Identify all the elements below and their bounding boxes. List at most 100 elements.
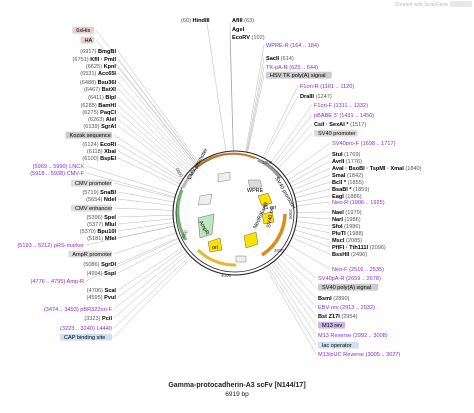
site-name: EagI <box>332 194 344 200</box>
site-name: BstXI <box>102 87 117 93</box>
site-coord: (6488) <box>80 80 96 86</box>
label-eagi: EagI (1886) <box>332 194 362 200</box>
site-coord: (164 .. 184) <box>290 43 319 49</box>
feature-box <box>318 321 346 329</box>
leader-line <box>117 58 198 164</box>
enzyme-label: (4994) SspI <box>86 271 116 277</box>
feature-name: M13 rev <box>322 323 342 329</box>
site-coord: (5193 .. 5212) <box>17 243 52 249</box>
label-ecorv: EcoRV (102) <box>232 35 265 41</box>
label-msci: MscI (2085) <box>332 238 362 244</box>
primer-label: (5918 .. 5938) CMV-F <box>30 171 84 177</box>
site-coord: (1842) <box>347 173 363 179</box>
site-coord: (3323) <box>84 316 100 322</box>
site-coord: (1247) <box>316 94 332 100</box>
leader-line <box>291 237 331 255</box>
site-coord: (2516 .. 2535) <box>349 267 384 273</box>
feature-box <box>71 179 112 187</box>
label-bsmi: BsmI (2890) <box>318 296 350 302</box>
feature-arc-scfv <box>194 152 256 169</box>
label-bstxi: (6467) BstXI <box>84 87 116 93</box>
label-nari: NarI (1986) <box>332 217 361 223</box>
leader-line <box>117 104 190 172</box>
label-f1ori-r: F1ori-R (1101 .. 1120) <box>300 84 354 90</box>
primer-label: (5969 .. 5990) LNCX <box>33 164 85 170</box>
leader-line <box>117 214 174 218</box>
feature-box <box>65 131 112 139</box>
enzyme-label: PflFI · Tth111I (2096) <box>332 245 386 251</box>
feature-arc-wpre <box>257 158 282 179</box>
enzyme-label: (6118) XbaI <box>87 149 117 155</box>
leader-line <box>295 188 331 198</box>
leader-line <box>277 257 317 299</box>
enzyme-label: PluTI (1988) <box>332 231 364 237</box>
site-name: SmaI <box>332 173 346 179</box>
leader-line <box>95 39 197 165</box>
feature-box <box>266 71 332 79</box>
enzyme-label: (5377) MluI <box>87 222 116 228</box>
site-name: BamHI <box>98 103 116 109</box>
label-draiii: DraIII (1247) <box>300 94 332 100</box>
site-coord: (1769) <box>344 152 360 158</box>
site-coord: (3005 .. 3027) <box>366 352 401 358</box>
feature-box <box>318 283 379 291</box>
feature-box <box>71 204 112 212</box>
site-coord: (60) <box>181 18 191 24</box>
site-name: CsiI · SexAI * <box>314 122 349 128</box>
label-sspi: (4994) SspI <box>86 271 116 277</box>
site-coord: (5370) <box>80 229 96 235</box>
site-name: BsmI <box>318 296 332 302</box>
enzyme-label: SmaI (1842) <box>332 173 363 179</box>
enzyme-label: (5654) NdeI <box>86 197 116 203</box>
label-bspei: (6100) BspEI <box>82 156 116 162</box>
site-coord: (6124) <box>82 142 98 148</box>
site-coord: (3474 .. 3493) <box>44 307 79 313</box>
site-coord: (1906 .. 1925) <box>350 200 385 206</box>
feature-box <box>314 129 358 137</box>
tick-4000: 4000 <box>221 273 232 278</box>
enzyme-label: BsaBI * (1859) <box>332 187 369 193</box>
site-coord: (2890) <box>333 296 349 302</box>
site-name: Bst Z17I <box>318 314 340 320</box>
site-name: KflI · PmII <box>90 57 116 63</box>
site-coord: (2096) <box>370 245 386 251</box>
site-coord: (2913 .. 2932) <box>340 305 375 311</box>
enzyme-label: AvrII (1776) <box>332 159 362 165</box>
enzyme-label: (3323) PciI <box>84 316 112 322</box>
site-name: PaqCI <box>100 110 116 116</box>
label-cmv-enhancer: CMV enhancer <box>71 204 112 212</box>
tick-1000: 1000 <box>262 160 273 165</box>
leader-line <box>288 244 331 270</box>
label-scai: (4706) ScaI <box>87 288 117 294</box>
label-bsu36i: (6488) Bsu36I <box>80 80 117 86</box>
label-neo-f: Neo-F (2516 .. 2535) <box>332 267 384 273</box>
site-coord: (2954) <box>341 314 357 320</box>
label-ebv-rev: EBV-rev (2913 .. 2932) <box>318 305 375 311</box>
enzyme-label: BssHII (2496) <box>332 252 367 258</box>
leader-line <box>275 123 313 167</box>
label-bsabi: BsaBI * (1859) <box>332 187 369 193</box>
label-mfei: (5181) MfeI <box>87 236 116 242</box>
leader-line <box>117 218 174 225</box>
leader-line <box>113 257 192 338</box>
feature-box <box>80 36 94 44</box>
label-pcii: (3323) PciI <box>84 316 112 322</box>
site-name: Amp-R <box>67 279 84 285</box>
site-coord: (1840) <box>405 166 421 172</box>
site-coord: (6917) <box>80 49 96 55</box>
feature-name: SV40 promoter <box>318 131 356 137</box>
label-cap-binding-site: CAP binding site <box>60 333 112 341</box>
enzyme-label: (6285) BamHI <box>81 103 117 109</box>
enzyme-label: (6467) BstXI <box>84 87 116 93</box>
site-name: SgrAI <box>101 124 116 130</box>
site-coord: (4706) <box>87 288 103 294</box>
feature-name: CAP binding site <box>64 335 105 341</box>
site-name: Neo-F <box>332 267 348 273</box>
site-coord: (5181) <box>87 236 103 242</box>
leader-line <box>85 225 175 246</box>
feature-arcs <box>176 152 287 267</box>
site-name: NarI <box>332 217 343 223</box>
site-coord: (6467) <box>84 87 100 93</box>
site-coord: (4776 .. 4795) <box>31 279 66 285</box>
enzyme-label: CsiI · SexAI * (1517) <box>314 122 366 128</box>
